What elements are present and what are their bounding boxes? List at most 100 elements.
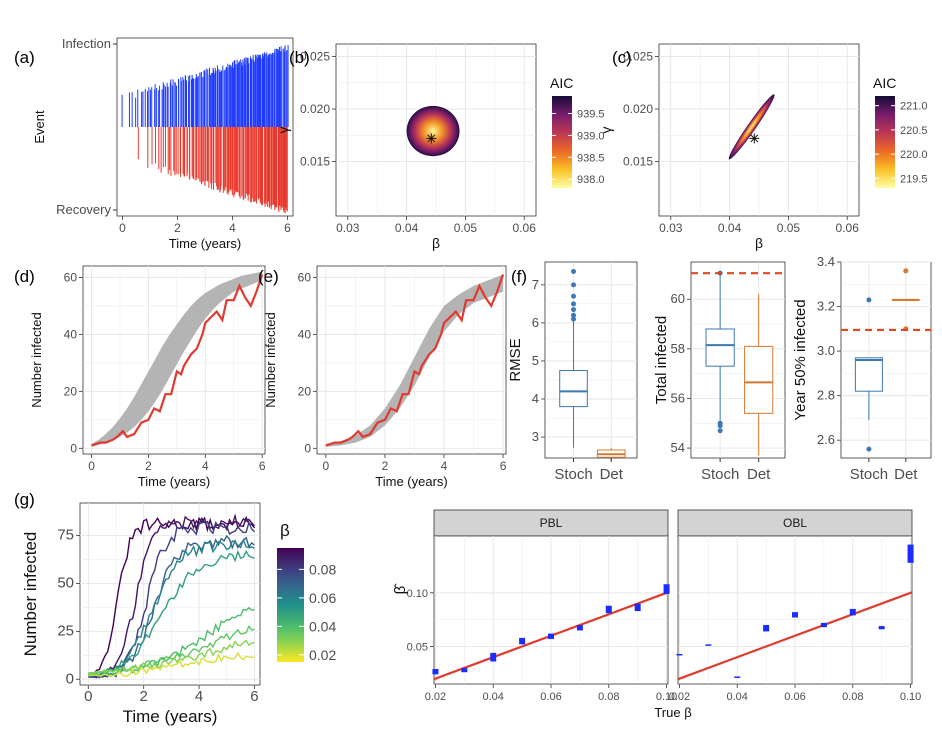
simulation-band: [91, 271, 263, 447]
x-tick-label: 0.05: [777, 221, 801, 235]
y-axis-title: Event: [32, 110, 47, 144]
x-tick-label: 0.08: [842, 691, 863, 703]
y-tick-label: 0: [70, 441, 77, 455]
estimate-range: [519, 637, 526, 645]
x-tick-label: 0.05: [454, 221, 478, 235]
y-axis-title: Number infected: [29, 312, 44, 407]
aic-region: [728, 94, 775, 160]
legend-label: 0.02: [309, 647, 336, 663]
legend-label: 939.0: [577, 130, 605, 142]
x-tick-label: 6: [250, 688, 258, 705]
y-tick-label: 0.10: [407, 588, 428, 600]
y-tick-label: 75: [57, 527, 74, 544]
legend-label: 938.5: [577, 152, 605, 164]
box: [705, 328, 735, 367]
box-outlier: [571, 293, 577, 299]
y-tick-label: 0.015: [300, 154, 330, 168]
legend-label: 939.5: [577, 109, 605, 121]
estimate-range: [576, 625, 583, 631]
legend-colorbar: [552, 96, 572, 188]
x-tick-label: 0: [323, 459, 330, 473]
x-tick-label: Det: [894, 466, 918, 483]
y-tick-label: 7: [532, 277, 539, 292]
x-axis-title: β: [755, 235, 763, 251]
y-tick-label: Recovery: [56, 202, 111, 217]
simulation-line: [88, 651, 255, 677]
y-tick-label: 3: [532, 429, 539, 444]
estimate-range: [676, 653, 683, 656]
x-tick-label: 4: [195, 688, 203, 705]
estimate-range: [634, 603, 641, 612]
box-outlier: [571, 269, 577, 275]
x-tick-label: 0.10: [900, 691, 921, 703]
estimate-range: [820, 622, 827, 628]
box: [744, 345, 774, 414]
panel-label-g: (g): [14, 490, 35, 509]
panel-label-b: (b): [289, 48, 310, 67]
y-axis-title: β̂: [392, 583, 409, 595]
x-tick-label: 0.04: [483, 691, 504, 703]
simulation-band: [325, 274, 504, 447]
x-tick-label: 0.04: [727, 691, 748, 703]
x-tick-label: 0.04: [718, 221, 742, 235]
y-tick-label: 0.025: [623, 50, 653, 64]
observed-line: [91, 274, 264, 447]
legend-label: 938.0: [577, 174, 605, 186]
legend-label: 0.06: [309, 590, 336, 606]
y-tick-label: 54: [671, 440, 685, 455]
box-outlier: [866, 446, 872, 452]
box: [854, 357, 883, 392]
panel-b: 0.03 0.04 0.05 0.06 0.015 0.020 0.025 β γ AIC 939.…: [275, 43, 605, 251]
y-tick-label: 0.020: [300, 102, 330, 116]
y-tick-label: 56: [671, 390, 685, 405]
x-tick-label: 0.02: [669, 691, 690, 703]
box-outlier: [571, 312, 577, 318]
identity-line: [677, 591, 913, 681]
y-tick-label: 60: [298, 270, 312, 284]
box-outlier: [866, 297, 872, 303]
estimate-range: [432, 668, 439, 675]
y-tick-label: 0.05: [407, 641, 428, 653]
y-axis-title: Number infected: [21, 532, 40, 657]
best-fit-marker: [750, 134, 759, 143]
y-tick-label: 40: [64, 327, 78, 341]
simulation-line: [88, 537, 255, 677]
plot-area: [840, 261, 932, 459]
x-tick-label: Stoch: [850, 466, 888, 483]
x-tick-label: Det: [600, 466, 624, 483]
x-axis-title: Time (years): [138, 474, 210, 489]
y-axis-title: γ: [275, 127, 291, 134]
panel-label-e: (e): [258, 267, 279, 286]
box-outlier: [571, 282, 577, 288]
legend-colorbar: [875, 96, 895, 188]
x-tick-label: 6: [500, 459, 507, 473]
simulation-line: [88, 534, 255, 679]
y-tick-label: 50: [57, 574, 74, 591]
estimate-range: [763, 625, 770, 632]
x-tick-label: 4: [441, 459, 448, 473]
x-tick-label: 0.06: [836, 221, 860, 235]
legend-label: 0.04: [309, 618, 336, 634]
estimate-range: [878, 626, 885, 630]
legend-label: 220.0: [900, 149, 928, 161]
estimate-range: [663, 584, 670, 594]
x-axis-title: True β: [654, 705, 691, 720]
y-tick-label: 4: [532, 391, 539, 406]
y-tick-label: 0: [66, 670, 74, 687]
estimate-range: [490, 652, 497, 662]
x-tick-label: Stoch: [554, 466, 592, 483]
x-tick-label: 2: [382, 459, 389, 473]
legend-label: 0.08: [309, 561, 336, 577]
panel-c: 0.03 0.04 0.05 0.06 0.015 0.020 0.025 β γ AIC 221.…: [598, 43, 928, 251]
legend-label: 221.0: [900, 101, 928, 113]
box-outlier: [571, 307, 577, 313]
y-tick-label: 0.025: [300, 50, 330, 64]
observed-line: [325, 274, 505, 447]
facet-label: PBL: [540, 516, 563, 530]
best-fit-marker: [427, 134, 436, 143]
